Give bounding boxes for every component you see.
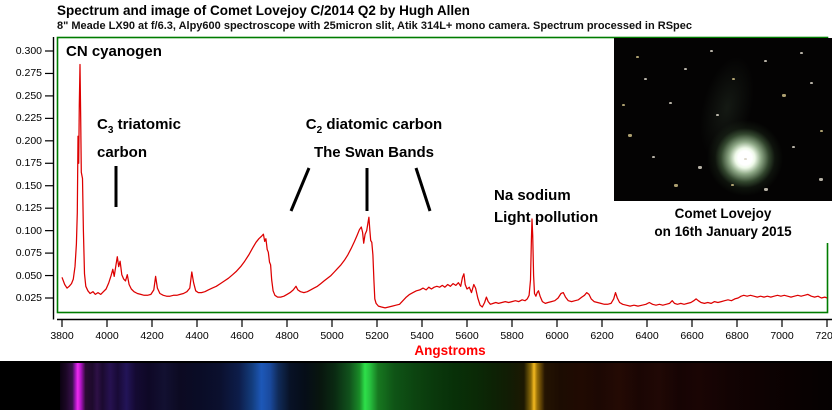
x-tick-label: 6000: [545, 330, 569, 342]
x-tick-label: 5800: [500, 330, 524, 342]
x-tick-label: 5400: [410, 330, 434, 342]
x-tick-label: 4200: [140, 330, 164, 342]
star: [732, 78, 735, 80]
y-tick-label: 0.025: [15, 292, 42, 304]
pointer-line: [414, 167, 432, 212]
star: [792, 146, 795, 148]
axis-lines-and-ticks: [45, 37, 832, 327]
y-tick-label: 0.050: [15, 269, 42, 282]
spectrum-line: [61, 63, 828, 309]
star: [652, 156, 655, 158]
page-subtitle: 8" Meade LX90 at f/6.3, Alpy600 spectros…: [57, 20, 692, 32]
x-tick-label: 4600: [230, 330, 254, 342]
star: [698, 166, 702, 169]
annotation-c3-line1: C3 triatomic: [97, 116, 181, 136]
star: [731, 184, 734, 186]
annotation-c2-line1: C2 diatomic carbon: [305, 116, 443, 136]
x-tick-label: 5000: [320, 330, 344, 342]
x-tick-label: 7200: [815, 330, 832, 342]
x-tick-label: 6200: [590, 330, 614, 342]
comet-caption-line2: on 16th January 2015: [654, 224, 792, 239]
star: [810, 82, 813, 84]
annotation-c3-line2: carbon: [97, 144, 148, 161]
y-tick-label: 0.150: [15, 179, 42, 192]
y-tick-label: 0.125: [15, 202, 42, 215]
star: [820, 130, 823, 132]
x-tick-label: 4400: [185, 330, 209, 342]
annotation-pointer-lines: [114, 166, 432, 212]
x-axis-title: Angstroms: [414, 343, 486, 358]
star: [636, 56, 639, 58]
x-tick-label: 3800: [50, 330, 74, 342]
annotation-na-line2: Light pollution: [494, 209, 599, 226]
spectrum-strip: [0, 361, 832, 410]
x-tick-label: 7000: [770, 330, 794, 342]
annotation-na-sodium: Na sodium Light pollution: [494, 185, 598, 229]
x-tick-label: 6800: [725, 330, 749, 342]
annotation-c2-line2: The Swan Bands: [313, 144, 435, 161]
x-tick-label: 4000: [95, 330, 119, 342]
x-tick-label: 5600: [455, 330, 479, 342]
star: [764, 60, 767, 62]
comet-caption-line1: Comet Lovejoy: [674, 206, 772, 221]
comet-photo: [614, 38, 832, 201]
x-tick-label: 5200: [365, 330, 389, 342]
comet-caption: Comet Lovejoy on 16th January 2015: [614, 201, 832, 243]
star: [710, 50, 713, 52]
page-title: Spectrum and image of Comet Lovejoy C/20…: [57, 3, 470, 18]
star: [674, 184, 678, 187]
spectrum-strip-gradient: [60, 363, 832, 410]
star: [684, 68, 687, 70]
star: [819, 178, 823, 181]
star: [644, 78, 647, 80]
x-tick-label: 4800: [275, 330, 299, 342]
annotation-cn-cyanogen: CN cyanogen: [66, 41, 162, 63]
annotation-cn-text: CN cyanogen: [66, 43, 162, 60]
y-tick-label: 0.275: [15, 67, 42, 80]
star: [800, 52, 803, 54]
y-tick-label: 0.200: [15, 134, 42, 147]
pointer-line: [289, 167, 311, 212]
x-tick-label: 6600: [680, 330, 704, 342]
y-tick-label: 0.100: [15, 224, 42, 237]
star: [628, 134, 632, 137]
star: [764, 188, 768, 191]
annotation-c3-carbon: C3 triatomic carbon: [97, 114, 181, 164]
y-tick-label: 0.225: [15, 112, 42, 125]
annotation-c2-swan-bands: C2 diatomic carbon The Swan Bands: [288, 114, 460, 164]
y-tick-label: 0.250: [15, 89, 42, 102]
star: [622, 104, 625, 106]
star: [669, 102, 672, 104]
x-tick-label: 6400: [635, 330, 659, 342]
star: [744, 158, 747, 160]
star: [716, 114, 719, 116]
annotation-na-line1: Na sodium: [494, 187, 571, 204]
y-tick-label: 0.175: [15, 157, 42, 170]
star: [782, 94, 786, 97]
y-tick-label: 0.300: [15, 45, 42, 57]
y-tick-label: 0.075: [15, 247, 42, 260]
